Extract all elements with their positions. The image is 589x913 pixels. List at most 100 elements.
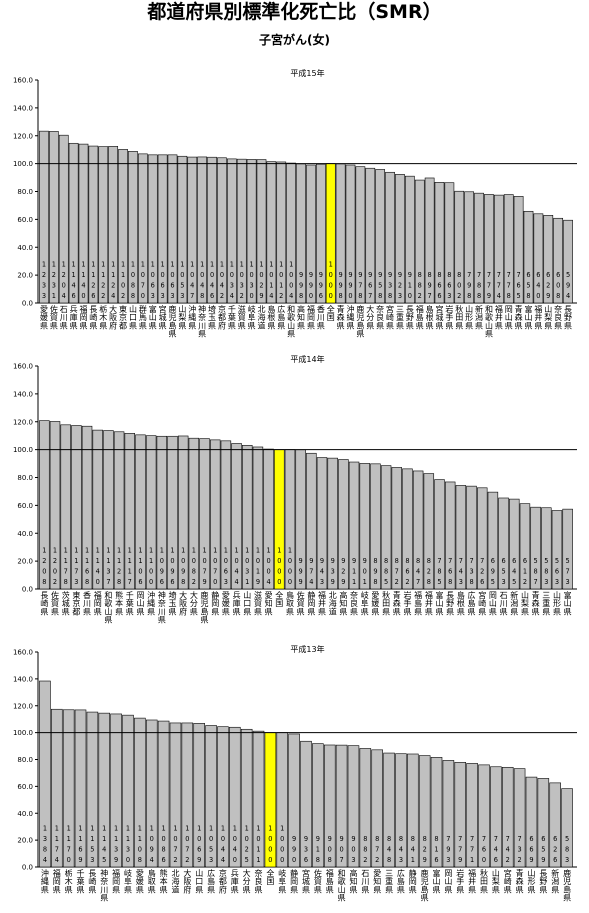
chart-title: 平成13年 [290, 644, 324, 654]
bar [338, 459, 349, 590]
x-tick-label: 富山県 [525, 304, 533, 330]
y-tick-label: 80.0 [17, 474, 33, 482]
chart-title: 平成14年 [290, 354, 324, 364]
bar [137, 153, 148, 304]
bar [404, 175, 415, 304]
bar [286, 162, 297, 304]
bar [563, 219, 573, 304]
bar [347, 745, 360, 868]
x-tick-label: 島根県 [267, 304, 275, 330]
x-tick-label: 京都府 [218, 304, 226, 330]
bar [513, 768, 526, 868]
bar [217, 157, 227, 304]
bar [252, 730, 265, 868]
bar [110, 713, 122, 868]
bar [88, 145, 99, 304]
bar [442, 760, 455, 868]
bar [444, 182, 455, 304]
bar [335, 744, 348, 868]
bar [113, 431, 125, 590]
x-tick-label: 鳥取県 [286, 590, 294, 616]
x-tick-label: 大分県 [366, 304, 374, 330]
bar [474, 192, 484, 304]
x-tick-label: 高知県 [297, 304, 305, 330]
bar [348, 461, 360, 590]
x-tick-label: 千葉県 [126, 590, 134, 616]
x-tick-label: 北海道 [329, 591, 337, 616]
x-tick-label: 三重県 [385, 869, 393, 894]
y-tick-label: 100.0 [13, 160, 33, 168]
bar [525, 776, 538, 868]
x-tick-label: 青森県 [516, 868, 524, 894]
x-tick-label: 山形県 [527, 868, 535, 894]
bar [276, 161, 287, 304]
bar [533, 213, 544, 304]
y-tick-label: 40.0 [17, 530, 33, 538]
bar [407, 753, 419, 868]
bar [519, 503, 531, 590]
x-tick-label: 静岡県 [409, 868, 417, 894]
x-tick-label: 石川県 [60, 305, 68, 330]
bar [60, 424, 71, 590]
x-tick-label: 福岡県 [80, 305, 88, 330]
x-tick-label: 岡山県 [136, 591, 144, 616]
x-tick-label: 長野県 [406, 305, 414, 330]
y-tick-label: 20.0 [17, 837, 33, 845]
x-tick-label: 和歌山県 [287, 305, 295, 339]
bar [199, 438, 210, 590]
bar [145, 435, 157, 590]
bar [316, 457, 328, 590]
bar [478, 764, 490, 868]
y-tick-label: 60.0 [17, 216, 33, 224]
x-tick-label: 福岡県 [307, 305, 315, 330]
bar [108, 146, 119, 304]
bar [197, 156, 208, 304]
chart-panel-1: 平成15年 0.0 20.0 40.0 60.0 80.0 100.0 120.0 140.0 1… [13, 68, 577, 339]
bar [103, 430, 114, 590]
x-tick-label: 熊本県 [160, 868, 168, 894]
bar [359, 463, 370, 590]
x-tick-label: 鳥取県 [148, 868, 156, 894]
bar [78, 143, 89, 304]
bar [157, 720, 170, 868]
bar [124, 433, 136, 590]
x-tick-label: 青森県 [515, 304, 523, 330]
bar [412, 470, 424, 590]
x-tick-label: 新潟県 [551, 868, 559, 894]
x-tick-label: 奈良県 [255, 868, 263, 894]
bar [98, 712, 111, 868]
